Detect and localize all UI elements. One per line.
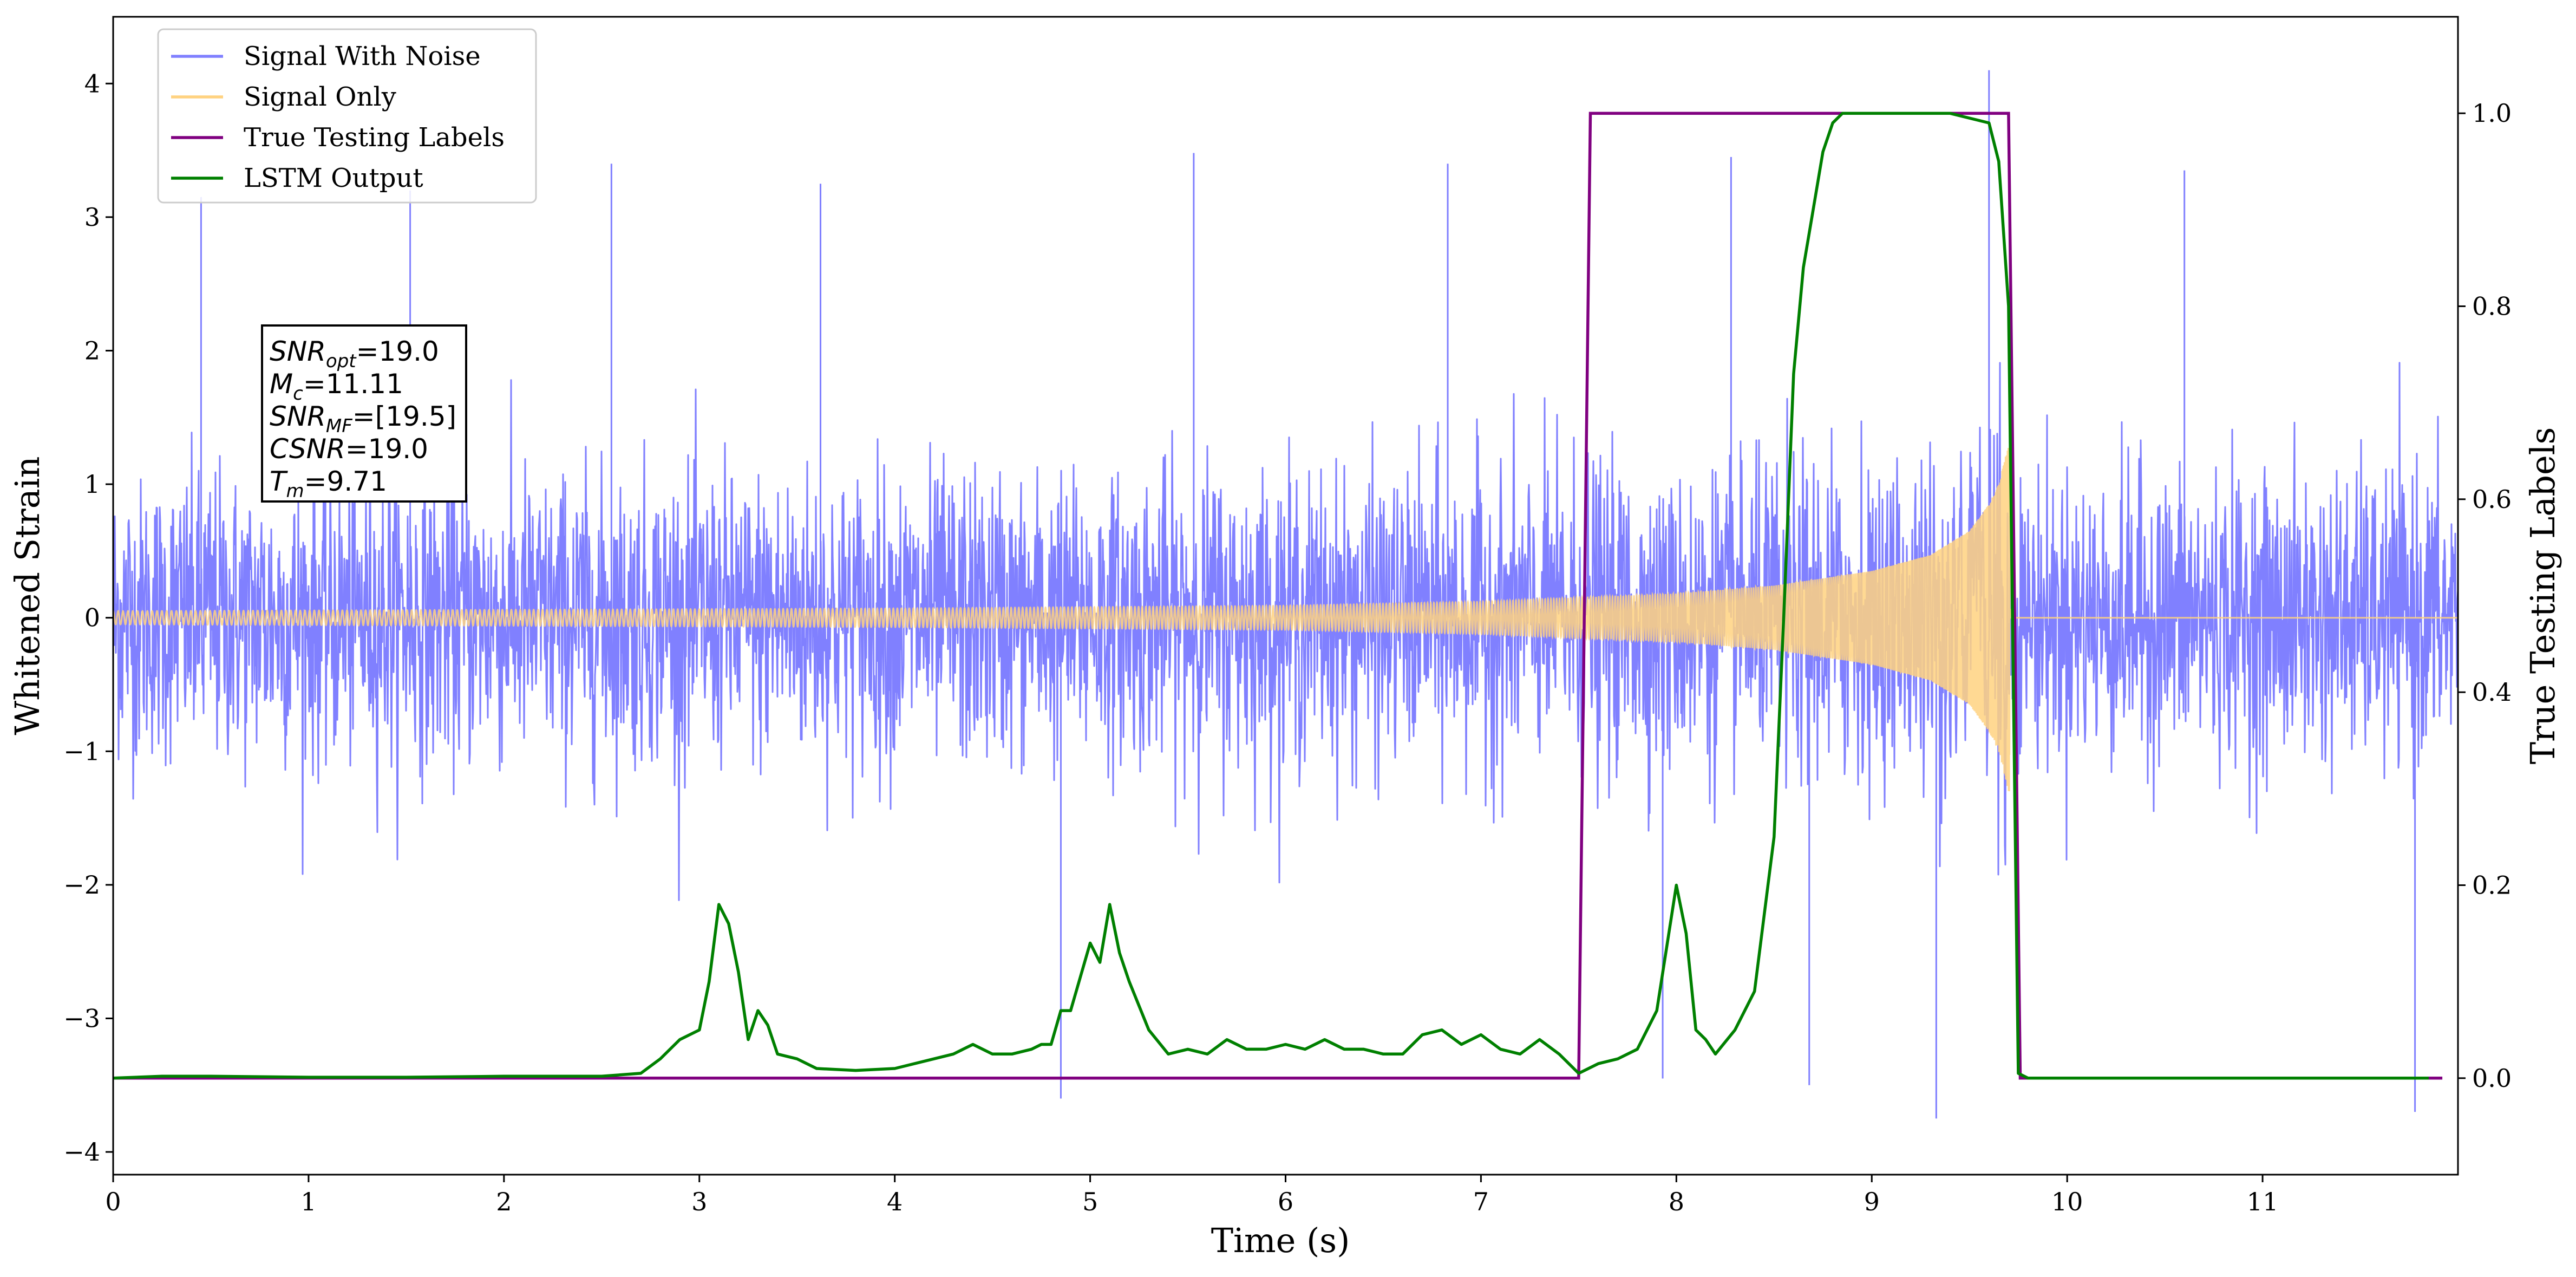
noise-series	[113, 70, 2458, 1119]
annotation-box	[261, 324, 467, 503]
legend-box	[157, 28, 537, 204]
x-tick-label: 1	[300, 1187, 316, 1216]
signal-only-trace	[113, 448, 2458, 792]
y-right-tick-label: 0.2	[2472, 871, 2512, 900]
annotation-line: SNRMF=[19.5]	[270, 401, 456, 437]
x-tick-label: 11	[2247, 1187, 2279, 1216]
y-left-tick-label: 4	[84, 69, 100, 98]
x-tick-label: 7	[1473, 1187, 1489, 1216]
y-right-tick-label: 0.4	[2472, 677, 2512, 707]
annotation-line: Mc=11.11	[270, 368, 403, 405]
x-tick-label: 10	[2051, 1187, 2083, 1216]
annotation-line: CSNR=19.0	[270, 433, 428, 465]
x-tick-label: 0	[105, 1187, 121, 1216]
x-tick-label: 6	[1278, 1187, 1293, 1216]
annotation-line: SNRopt=19.0	[270, 336, 439, 372]
x-tick-label: 4	[887, 1187, 903, 1216]
x-tick-label: 9	[1864, 1187, 1880, 1216]
y-right-tick-label: 0.6	[2472, 485, 2512, 514]
parameter-annotation: SNRopt=19.0Mc=11.11SNRMF=[19.5]CSNR=19.0…	[261, 324, 467, 503]
y-left-tick-label: 0	[84, 603, 100, 633]
y-left-tick-label: −2	[63, 870, 100, 900]
y-axis-label-left: Whitened Strain	[8, 457, 47, 735]
legend-label: Signal Only	[244, 82, 396, 112]
x-tick-label: 5	[1082, 1187, 1098, 1216]
annotation-line: Tm=9.71	[270, 466, 387, 502]
x-tick-label: 2	[496, 1187, 512, 1216]
y-right-tick-label: 0.0	[2472, 1064, 2512, 1093]
signal-only-series	[113, 448, 2458, 792]
lstm-output-line	[113, 112, 2429, 1080]
x-tick-label: 8	[1669, 1187, 1684, 1216]
y-left-tick-label: 3	[84, 203, 100, 232]
y-left-tick-label: −3	[63, 1004, 100, 1033]
legend-label: True Testing Labels	[244, 122, 505, 153]
legend-label: LSTM Output	[244, 163, 423, 193]
x-tick-label: 3	[691, 1187, 707, 1216]
y-axis-label-right: True Testing Labels	[2523, 427, 2562, 765]
y-right-tick-label: 0.8	[2472, 292, 2512, 321]
y-left-tick-label: −4	[63, 1137, 100, 1167]
lstm-output-series	[113, 112, 2429, 1080]
y-right-tick-label: 1.0	[2472, 99, 2512, 128]
legend-label: Signal With Noise	[244, 41, 481, 71]
y-left-tick-label: 1	[84, 470, 100, 499]
axes: 0 1 2 3 4 5 6 7 8 9 10 11 −4 −3 −2 −1 0 1 2 3 4 0.0 0.2 0.4 0.6 0…	[63, 69, 2512, 1216]
x-axis-label: Time (s)	[1211, 1221, 1350, 1260]
legend: Signal With Noise Signal Only True Testing…	[157, 28, 537, 204]
y-left-tick-label: −1	[63, 737, 100, 766]
y-left-tick-label: 2	[84, 336, 100, 365]
